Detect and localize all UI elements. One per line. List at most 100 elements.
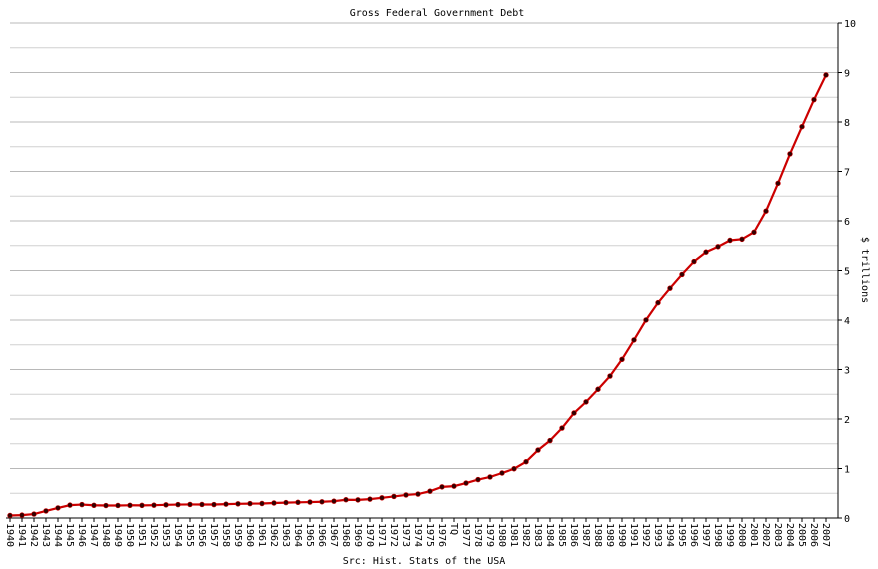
x-tick-label: 1950 xyxy=(124,523,135,547)
data-point xyxy=(823,72,829,78)
data-point xyxy=(583,399,589,405)
x-tick-label: 1952 xyxy=(148,523,159,547)
data-point xyxy=(439,484,445,490)
x-tick-label: 2004 xyxy=(784,523,795,547)
data-point xyxy=(511,466,517,472)
x-tick-label: 1964 xyxy=(292,523,303,547)
data-point xyxy=(547,437,553,444)
x-tick-label: 1963 xyxy=(280,523,291,547)
x-tick-label: 1946 xyxy=(76,523,87,547)
x-tick-label: 1942 xyxy=(28,523,39,547)
data-point xyxy=(451,483,457,489)
data-point xyxy=(139,502,145,509)
x-tick-label: 1948 xyxy=(100,523,111,547)
data-point xyxy=(43,508,49,514)
data-point xyxy=(667,285,673,291)
x-tick-label: 1969 xyxy=(352,523,363,547)
data-point xyxy=(307,499,313,505)
y-tick-label: 10 xyxy=(844,19,856,30)
data-point xyxy=(463,480,469,486)
data-point xyxy=(7,512,13,519)
x-tick-label: 1992 xyxy=(640,523,651,547)
data-point xyxy=(535,447,541,453)
y-tick-label: 5 xyxy=(844,267,850,278)
x-tick-label: 1943 xyxy=(40,523,51,547)
x-tick-label: 1984 xyxy=(544,523,555,547)
data-point xyxy=(403,492,409,498)
y-tick-label: 7 xyxy=(844,168,850,179)
y-axis-label: $ trillions xyxy=(859,237,870,303)
x-tick-label: 1972 xyxy=(388,523,399,547)
x-tick-label: 1940 xyxy=(4,523,15,547)
data-point xyxy=(391,493,397,500)
x-tick-label: 1997 xyxy=(700,523,711,547)
x-tick-label: 2000 xyxy=(736,523,747,547)
data-point xyxy=(703,249,709,255)
data-point xyxy=(343,497,349,503)
data-point xyxy=(559,425,565,431)
data-point xyxy=(655,299,661,306)
data-point xyxy=(367,496,373,502)
data-point xyxy=(355,497,361,503)
data-point xyxy=(619,356,625,363)
x-tick-label: 1957 xyxy=(208,523,219,547)
data-point xyxy=(379,495,385,501)
data-point xyxy=(91,502,97,508)
data-point xyxy=(487,474,493,480)
x-tick-label: 2006 xyxy=(808,523,819,547)
data-point xyxy=(715,244,721,250)
data-point xyxy=(739,236,745,243)
data-point xyxy=(499,470,505,476)
x-tick-label: 1994 xyxy=(664,523,675,547)
data-point xyxy=(211,501,217,508)
chart-title: Gross Federal Government Debt xyxy=(350,8,525,19)
x-tick-label: 1980 xyxy=(496,523,507,547)
data-point xyxy=(763,208,769,214)
data-point xyxy=(283,499,289,506)
data-point xyxy=(679,271,685,278)
x-tick-label: 1973 xyxy=(400,523,411,547)
x-tick-label: 1981 xyxy=(508,523,519,547)
x-tick-label: 1970 xyxy=(364,523,375,547)
y-tick-label: 2 xyxy=(844,415,850,426)
x-tick-label: 1990 xyxy=(616,523,627,547)
x-tick-label: 1962 xyxy=(268,523,279,547)
data-point xyxy=(571,410,577,416)
data-point xyxy=(427,488,433,494)
x-tick-label: 1958 xyxy=(220,523,231,547)
x-tick-label: 1971 xyxy=(376,523,387,547)
y-tick-label: 3 xyxy=(844,366,850,377)
y-tick-label: 9 xyxy=(844,69,850,80)
data-point xyxy=(523,459,529,465)
x-tick-label: 1985 xyxy=(556,523,567,547)
x-tick-label: 1951 xyxy=(136,523,147,547)
x-tick-label: 1945 xyxy=(64,523,75,547)
data-point xyxy=(103,502,109,509)
data-point xyxy=(415,491,421,497)
x-axis-label: Src: Hist. Stats of the USA xyxy=(343,556,506,567)
x-tick-label: 1996 xyxy=(688,523,699,547)
x-tick-label: 1993 xyxy=(652,523,663,547)
x-tick-label: 1978 xyxy=(472,523,483,547)
x-tick-label: 1954 xyxy=(172,523,183,547)
x-tick-label: 1965 xyxy=(304,523,315,547)
x-tick-label: 1960 xyxy=(244,523,255,547)
data-point xyxy=(811,96,817,103)
x-tick-label: 1947 xyxy=(88,523,99,547)
data-point xyxy=(643,317,649,323)
data-point xyxy=(595,386,601,392)
data-point xyxy=(235,501,241,507)
x-tick-label: 1988 xyxy=(592,523,603,547)
x-tick-label: 2001 xyxy=(748,523,759,547)
x-tick-label: 2003 xyxy=(772,523,783,547)
data-point xyxy=(751,229,757,236)
x-tick-label: 1967 xyxy=(328,523,339,547)
data-point xyxy=(67,502,73,508)
x-tick-label: 1975 xyxy=(424,523,435,547)
y-tick-label: 4 xyxy=(844,316,850,327)
data-point xyxy=(151,502,157,508)
x-tick-label: 1959 xyxy=(232,523,243,547)
